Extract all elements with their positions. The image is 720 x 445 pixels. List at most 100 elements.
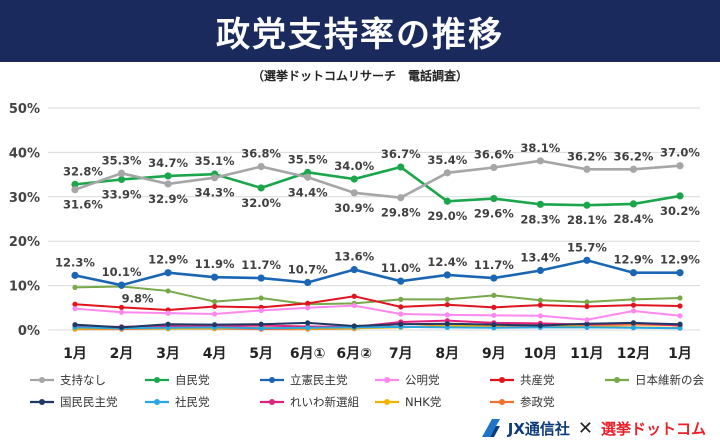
data-point: [165, 325, 171, 331]
data-label: 34.4%: [288, 185, 328, 199]
data-label: 11.7%: [241, 258, 281, 272]
data-point: [677, 325, 683, 331]
separator-x: ✕: [577, 417, 593, 439]
data-point: [583, 201, 591, 209]
y-tick-label: 30%: [9, 191, 40, 206]
data-point: [536, 157, 544, 165]
data-point: [536, 200, 544, 208]
data-point: [72, 301, 78, 307]
data-point: [490, 274, 498, 282]
data-point: [444, 321, 450, 327]
data-point: [629, 269, 638, 277]
legend-label: 立憲民主党: [290, 373, 348, 387]
data-point: [72, 322, 78, 328]
jx-logo-icon: [481, 419, 500, 437]
x-tick-label: 1月: [668, 346, 692, 362]
data-label: 35.4%: [427, 153, 467, 167]
data-point: [305, 305, 311, 311]
data-point: [490, 163, 498, 172]
data-point: [443, 197, 451, 205]
legend-label: 支持なし: [60, 373, 106, 387]
x-tick-label: 12月: [617, 346, 650, 362]
data-point: [491, 312, 497, 318]
brand-jx: JX通信社: [507, 419, 570, 438]
data-point: [677, 321, 683, 327]
data-label: 36.2%: [567, 149, 607, 163]
data-label: 12.9%: [614, 253, 654, 267]
data-label: 32.8%: [63, 164, 103, 178]
data-label: 29.0%: [427, 209, 467, 223]
y-tick-label: 50%: [9, 102, 40, 117]
data-label: 35.5%: [288, 152, 328, 166]
title-bar: 政党支持率の推移: [0, 0, 720, 62]
data-point: [305, 300, 311, 306]
data-label: 12.4%: [427, 255, 467, 269]
data-label: 29.6%: [474, 207, 514, 221]
data-label: 33.9%: [102, 187, 142, 201]
data-point: [211, 174, 219, 182]
legend-marker: [39, 377, 45, 383]
chart-subtitle: （選挙ドットコムリサーチ 電話調査）: [251, 69, 468, 83]
data-label: 12.9%: [660, 253, 700, 267]
data-point: [304, 173, 312, 181]
data-label: 36.7%: [381, 147, 421, 161]
data-point: [258, 307, 264, 314]
x-tick-label: 1月: [63, 346, 87, 362]
data-label: 11.9%: [195, 257, 235, 271]
data-label: 10.7%: [288, 262, 328, 276]
data-point: [397, 194, 405, 202]
data-point: [491, 304, 497, 310]
data-point: [537, 302, 543, 308]
data-label: 12.9%: [148, 253, 188, 267]
data-point: [583, 256, 591, 264]
data-point: [443, 169, 451, 177]
data-label: 9.8%: [122, 291, 154, 305]
data-point: [677, 303, 683, 309]
data-point: [398, 311, 404, 317]
data-point: [584, 299, 590, 305]
data-point: [258, 321, 264, 327]
data-point: [630, 302, 637, 308]
data-point: [630, 308, 637, 314]
data-point: [584, 324, 590, 330]
data-point: [257, 184, 265, 192]
legend-marker: [154, 377, 160, 383]
data-point: [257, 274, 265, 282]
series-line: [74, 321, 681, 329]
data-point: [444, 302, 450, 308]
data-label: 31.6%: [63, 198, 103, 212]
data-point: [677, 313, 683, 319]
data-point: [630, 320, 637, 326]
line-chart: 0% 10% 20% 30% 40% 50% 1月 2月 3月 4月 5月 6月① 6月② 7月 8月 9月 1…: [9, 102, 705, 409]
data-point: [537, 297, 543, 303]
data-point: [537, 322, 543, 329]
series-line: [74, 165, 681, 207]
data-label: 28.1%: [567, 213, 607, 227]
legend-marker: [39, 399, 45, 405]
data-label: 28.3%: [520, 212, 560, 226]
data-point: [444, 324, 450, 330]
data-point: [305, 325, 311, 331]
data-point: [305, 320, 311, 326]
data-label: 36.8%: [241, 147, 281, 161]
data-label: 12.3%: [55, 255, 95, 269]
data-point: [491, 322, 497, 328]
x-tick-label: 8月: [435, 346, 459, 362]
data-label: 11.7%: [474, 258, 514, 272]
series-line: [74, 304, 681, 321]
data-label: 29.8%: [381, 206, 421, 220]
data-point: [398, 304, 404, 310]
data-point: [165, 288, 171, 294]
data-point: [397, 277, 405, 285]
data-point: [584, 321, 590, 327]
data-point: [164, 269, 172, 277]
y-tick-label: 40%: [9, 146, 40, 161]
data-label: 32.0%: [241, 196, 281, 210]
data-point: [117, 175, 126, 184]
data-point: [444, 296, 450, 302]
data-label: 11.0%: [381, 261, 421, 275]
legend-marker: [499, 377, 505, 383]
data-label: 38.1%: [520, 141, 560, 155]
data-point: [212, 298, 218, 305]
x-tick-label: 10月: [524, 346, 557, 362]
